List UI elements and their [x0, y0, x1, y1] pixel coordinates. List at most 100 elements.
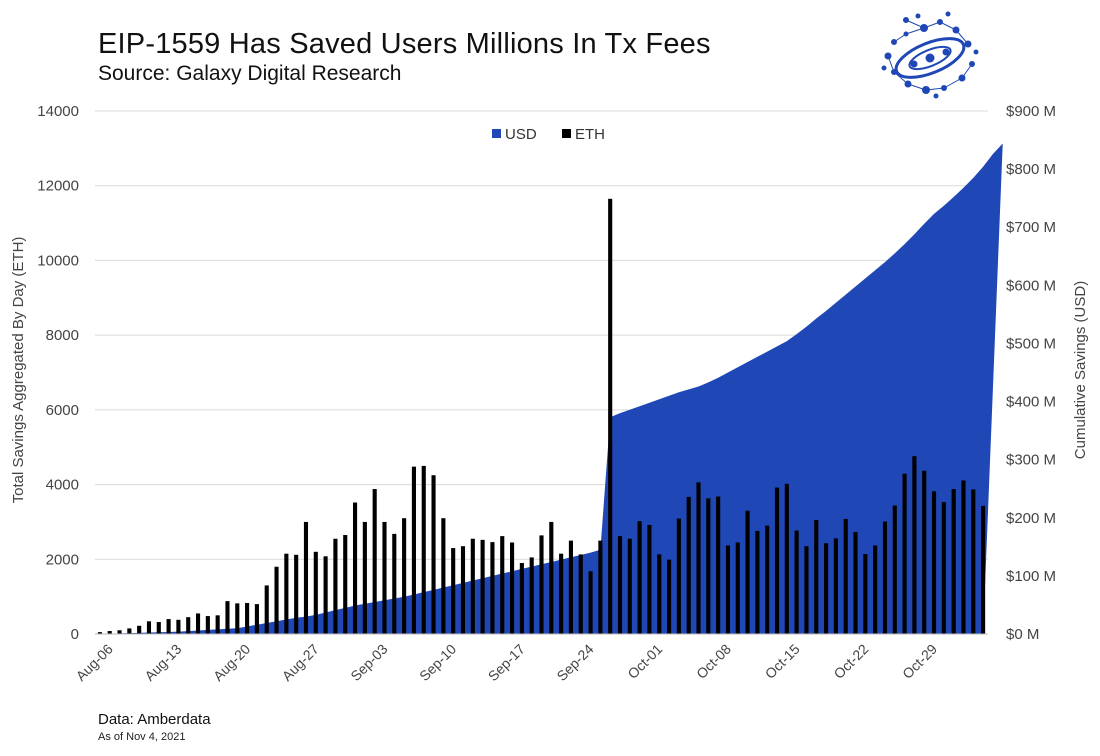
- eth-bar: [274, 566, 279, 634]
- x-tick-label: Sep-10: [416, 641, 459, 684]
- eth-bar: [372, 489, 377, 634]
- eth-bar: [460, 546, 466, 634]
- y-axis-left-label: Total Savings Aggregated By Day (ETH): [10, 237, 27, 504]
- eth-bar: [225, 601, 230, 634]
- chart-subtitle: Source: Galaxy Digital Research: [98, 62, 402, 85]
- legend: USD ETH: [492, 126, 605, 143]
- eth-bar: [529, 557, 534, 634]
- eth-bar: [912, 456, 917, 634]
- y-left-tick-label: 8000: [46, 327, 79, 344]
- eth-bar: [745, 510, 750, 634]
- eth-bar: [441, 518, 446, 634]
- eth-bar: [166, 619, 171, 634]
- y-right-tick-label: $0 M: [1006, 626, 1039, 643]
- eth-bar: [284, 553, 289, 634]
- eth-bar: [421, 465, 426, 634]
- eth-bar: [627, 538, 632, 634]
- y-left-tick-label: 6000: [46, 402, 79, 419]
- eth-bar: [941, 502, 946, 634]
- legend-swatch-usd: [492, 129, 501, 138]
- x-tick-label: Oct-22: [830, 641, 871, 682]
- eth-bar: [245, 602, 250, 634]
- x-tick-label: Aug-27: [279, 641, 322, 684]
- eth-bar: [833, 538, 838, 634]
- eth-bar: [313, 551, 318, 634]
- y-left-tick-label: 4000: [46, 477, 79, 494]
- eth-bar: [323, 556, 328, 634]
- eth-bar: [882, 521, 888, 634]
- y-right-tick-label: $300 M: [1006, 452, 1056, 469]
- eth-bar: [431, 475, 436, 634]
- eth-bar: [156, 622, 161, 634]
- y-right-tick-label: $100 M: [1006, 568, 1056, 585]
- eth-bar: [873, 545, 878, 634]
- eth-bar: [667, 559, 672, 634]
- x-tick-label: Oct-29: [899, 641, 940, 682]
- eth-bar: [686, 496, 691, 634]
- y-left-tick-label: 0: [71, 626, 79, 643]
- eth-bar: [500, 536, 505, 634]
- x-tick-label: Oct-01: [624, 641, 665, 682]
- eth-bar: [931, 491, 937, 634]
- eth-bar: [981, 505, 986, 634]
- eth-bar: [549, 521, 554, 634]
- legend-label-eth: ETH: [575, 126, 605, 143]
- eth-bar: [961, 480, 966, 634]
- eth-bar: [696, 482, 701, 634]
- y-left-tick-label: 10000: [37, 252, 79, 269]
- eth-bar: [735, 542, 740, 634]
- eth-bar: [107, 631, 112, 634]
- eth-bar: [519, 563, 524, 634]
- eth-bar: [676, 518, 681, 634]
- x-tick-label: Aug-20: [210, 641, 253, 684]
- x-tick-label: Sep-17: [485, 641, 528, 684]
- eth-bar: [892, 505, 897, 634]
- eth-bar: [480, 539, 485, 634]
- y-right-tick-label: $600 M: [1006, 277, 1056, 294]
- eth-bar: [215, 615, 220, 634]
- eth-bar: [117, 630, 122, 634]
- eth-bar: [382, 521, 387, 634]
- y-right-tick-label: $200 M: [1006, 510, 1056, 527]
- eth-bar: [971, 489, 976, 634]
- eth-bar: [451, 548, 456, 634]
- eth-bar: [127, 628, 132, 634]
- x-tick-label: Sep-24: [553, 641, 596, 684]
- eth-bar: [853, 532, 858, 634]
- eth-bar: [402, 518, 407, 634]
- eth-bar: [264, 585, 269, 634]
- y-right-tick-label: $800 M: [1006, 161, 1056, 178]
- eth-bar: [578, 554, 583, 634]
- y-left-axis: 0 2000 4000 6000 8000 10000 12000 14000: [37, 103, 79, 643]
- eth-bar: [195, 613, 201, 634]
- eth-bar: [352, 502, 358, 634]
- y-left-tick-label: 14000: [37, 103, 79, 120]
- eth-bar: [647, 524, 652, 634]
- eth-bar: [814, 520, 819, 634]
- eth-bar: [843, 518, 848, 634]
- eth-bar: [951, 489, 956, 634]
- eth-bar: [176, 619, 181, 634]
- eth-bar: [568, 540, 573, 634]
- eth-bar: [755, 530, 760, 634]
- eth-bar: [343, 535, 348, 634]
- eth-bar: [716, 496, 721, 634]
- eth-bar: [863, 554, 868, 634]
- eth-bars-layer: [97, 198, 986, 635]
- y-right-tick-label: $700 M: [1006, 219, 1056, 236]
- x-tick-label: Aug-13: [141, 641, 184, 684]
- eth-bar: [146, 621, 152, 634]
- x-tick-label: Aug-06: [73, 641, 116, 684]
- eth-bar: [617, 536, 623, 634]
- y-right-axis: $0 M $100 M $200 M $300 M $400 M $500 M $600 M…: [1006, 103, 1056, 643]
- x-tick-label: Oct-15: [762, 641, 803, 682]
- x-axis: Aug-06 Aug-13 Aug-20 Aug-27 Sep-03 Sep-10 Sep-…: [73, 633, 988, 684]
- eth-bar: [539, 535, 544, 634]
- y-left-tick-label: 2000: [46, 551, 79, 568]
- eth-bar: [392, 533, 397, 634]
- eth-bar: [137, 625, 142, 634]
- eth-bar: [411, 466, 416, 634]
- eth-bar: [588, 571, 593, 634]
- eth-bar: [97, 632, 102, 634]
